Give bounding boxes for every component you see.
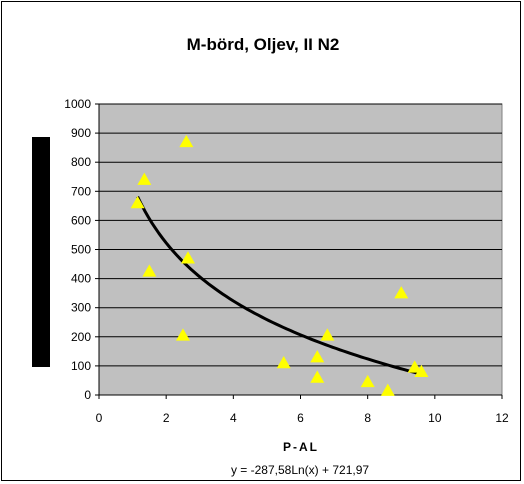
x-tick-label: 10: [428, 411, 442, 425]
y-tick-label: 900: [71, 126, 91, 140]
data-point: [320, 328, 335, 341]
x-tick-label: 6: [297, 411, 304, 425]
y-tick-label: 400: [71, 272, 91, 286]
x-axis-label: P-AL: [283, 440, 319, 454]
y-tick-label: 200: [71, 330, 91, 344]
data-point: [407, 360, 422, 373]
data-point: [130, 195, 145, 209]
trendline: [136, 195, 422, 376]
y-tick-label: 600: [71, 213, 91, 227]
trendline-equation: y = -287,58Ln(x) + 721,97: [231, 463, 369, 477]
y-tick-label: 100: [71, 359, 91, 373]
data-point: [380, 383, 395, 396]
chart-title: M-börd, Oljev, II N2: [187, 35, 340, 54]
data-point: [175, 328, 190, 341]
x-tick-label: 8: [364, 411, 371, 425]
data-point: [394, 286, 409, 299]
x-tick-label: 2: [163, 411, 170, 425]
data-point: [310, 370, 325, 383]
y-tick-label: 0: [84, 388, 91, 402]
y-axis-ticks: 0 100 200 300 400 500 600 700 800 900 1000: [64, 97, 99, 402]
x-tick-label: 0: [96, 411, 103, 425]
data-point: [276, 355, 291, 369]
gridlines: [99, 103, 502, 367]
trendline-group: [136, 195, 422, 376]
x-tick-label: 4: [230, 411, 237, 425]
x-axis-ticks: 0 2 4 6 8 10 12: [96, 104, 509, 425]
x-tick-label: 12: [495, 411, 509, 425]
y-tick-label: 300: [71, 301, 91, 315]
data-point: [310, 350, 325, 363]
y-tick-label: 700: [71, 184, 91, 198]
data-point: [360, 374, 375, 388]
y-tick-label: 800: [71, 155, 91, 169]
data-point: [180, 251, 195, 264]
y-tick-label: 1000: [64, 97, 91, 111]
data-point: [179, 134, 194, 148]
data-point: [142, 264, 157, 277]
data-point: [414, 364, 429, 377]
data-points: [130, 134, 429, 396]
y-tick-label: 500: [71, 243, 91, 257]
data-point: [137, 172, 152, 185]
y-axis-label-bar: [32, 137, 50, 367]
